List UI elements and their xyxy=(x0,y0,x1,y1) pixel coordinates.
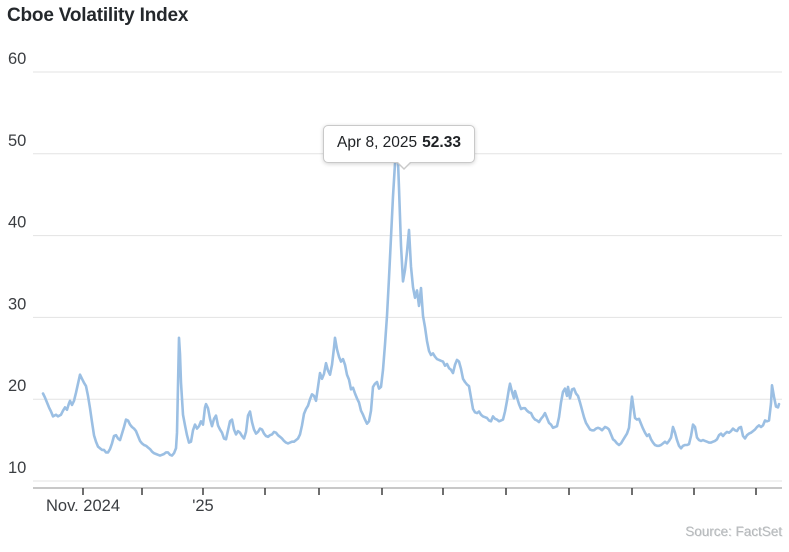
tooltip-value: 52.33 xyxy=(422,134,461,151)
y-axis-tick-label: 20 xyxy=(8,377,26,395)
y-axis-tick-label: 40 xyxy=(8,214,26,232)
source-credit: Source: FactSet xyxy=(685,524,782,539)
chart-title: Cboe Volatility Index xyxy=(7,5,189,26)
y-axis-tick-label: 60 xyxy=(8,50,26,68)
y-axis-tick-label: 30 xyxy=(8,295,26,313)
tooltip-date: Apr 8, 2025 xyxy=(337,134,418,151)
vix-line xyxy=(41,133,781,457)
x-axis-tick-label: '25 xyxy=(192,497,214,515)
y-axis-tick-label: 10 xyxy=(8,459,26,477)
tooltip: Apr 8, 2025 52.33 xyxy=(323,125,475,170)
y-axis-tick-label: 50 xyxy=(8,132,26,150)
x-axis-tick-label: Nov. 2024 xyxy=(46,497,120,515)
